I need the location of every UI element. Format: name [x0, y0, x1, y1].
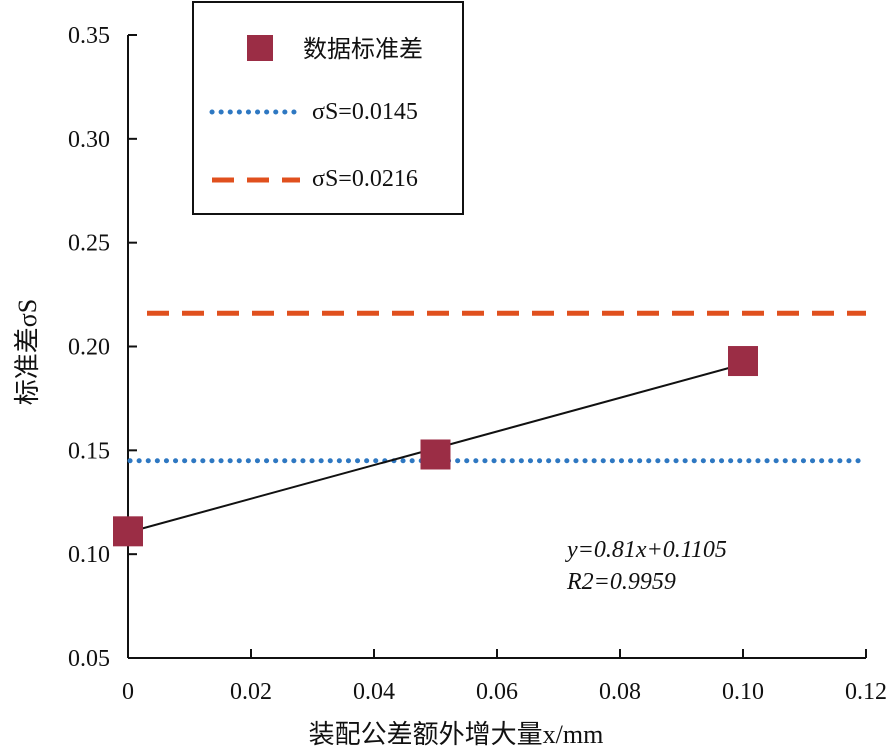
legend-label-data-std: 数据标准差 — [303, 36, 423, 63]
x-tick-label: 0.04 — [353, 679, 395, 705]
fit-equation: y=0.81x+0.1105 — [565, 537, 727, 563]
data-points — [113, 346, 758, 547]
y-tick-label: 0.20 — [68, 335, 110, 361]
legend: 数据标准差 σS=0.0145 σS=0.0216 — [192, 1, 464, 215]
y-tick-label: 0.15 — [68, 438, 110, 464]
legend-marker-data-std — [247, 35, 273, 61]
y-axis-title: 标准差σS — [13, 299, 42, 405]
data-point — [728, 346, 758, 377]
x-tick-label: 0.12 — [845, 679, 887, 705]
data-point — [113, 516, 143, 547]
x-tick-label: 0.06 — [476, 679, 518, 705]
legend-label-ref-0145: σS=0.0145 — [312, 99, 418, 125]
y-tick-label: 0.30 — [68, 127, 110, 153]
y-tick-label: 0.35 — [68, 23, 110, 49]
y-tick-label: 0.05 — [68, 646, 110, 672]
y-ticks: 0.05 0.10 0.15 0.20 0.25 0.30 0.35 — [68, 23, 137, 672]
legend-box — [192, 1, 464, 215]
x-tick-label: 0.10 — [722, 679, 764, 705]
data-point — [420, 439, 451, 470]
x-ticks: 0 0.02 0.04 0.06 0.08 0.10 0.12 — [122, 649, 887, 705]
y-tick-label: 0.10 — [68, 542, 110, 568]
x-tick-label: 0.02 — [230, 679, 272, 705]
fit-r2: R2=0.9959 — [566, 569, 676, 595]
legend-label-ref-0216: σS=0.0216 — [312, 166, 418, 192]
reference-lines — [127, 310, 869, 464]
y-tick-label: 0.25 — [68, 231, 110, 257]
x-axis-title: 装配公差额外增大量x/mm — [309, 720, 604, 749]
x-tick-label: 0.08 — [599, 679, 641, 705]
x-tick-label: 0 — [122, 679, 134, 705]
